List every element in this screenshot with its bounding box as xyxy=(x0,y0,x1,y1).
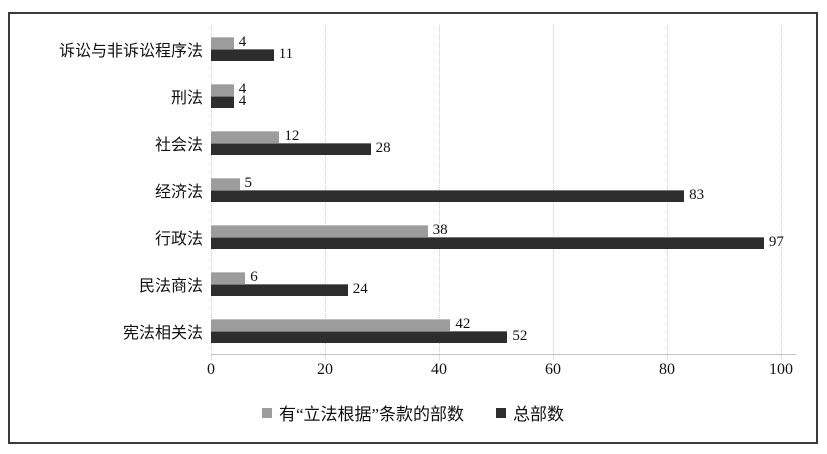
value-label: 11 xyxy=(278,46,294,62)
bar-group: 5 83 xyxy=(211,175,816,203)
bar-group: 12 28 xyxy=(211,128,816,156)
bar-line: 38 xyxy=(211,222,816,238)
bar-group: 38 97 xyxy=(211,222,816,250)
value-label: 6 xyxy=(250,269,258,285)
bar-series2 xyxy=(211,48,274,61)
legend-marker-dark-icon xyxy=(496,407,507,418)
category-label: 经济法 xyxy=(154,183,203,201)
bar-line: 5 xyxy=(211,175,816,191)
value-label: 52 xyxy=(512,328,528,344)
legend: 有“立法根据”条款的部数 总部数 xyxy=(10,400,816,425)
x-tick-label: 0 xyxy=(207,361,215,378)
value-label: 83 xyxy=(689,187,705,203)
value-label: 42 xyxy=(455,316,471,332)
bar-line: 83 xyxy=(211,187,816,203)
x-tick-label: 80 xyxy=(659,361,675,378)
category-row: 社会法 12 28 xyxy=(10,119,816,166)
bar-series1 xyxy=(211,130,280,143)
bar-group: 6 24 xyxy=(211,269,816,297)
category-label: 宪法相关法 xyxy=(122,324,203,342)
bar-line: 4 xyxy=(211,93,816,109)
category-row: 经济法 5 83 xyxy=(10,166,816,213)
category-label: 诉讼与非诉讼程序法 xyxy=(58,42,203,60)
bar-series1 xyxy=(211,36,234,49)
plot-rows: 诉讼与非诉讼程序法 4 11 刑法 4 4 社会法 12 28 经济法 5 83 行政法 38 97 民法商法… xyxy=(10,25,816,354)
chart-frame: 诉讼与非诉讼程序法 4 11 刑法 4 4 社会法 12 28 经济法 5 83 行政法 38 97 民法商法… xyxy=(8,12,818,444)
category-label: 社会法 xyxy=(154,136,203,154)
bar-series1 xyxy=(211,177,240,190)
legend-item-series1: 有“立法根据”条款的部数 xyxy=(261,400,465,425)
bar-line: 42 xyxy=(211,316,816,332)
legend-item-series2: 总部数 xyxy=(496,400,564,425)
bar-series2 xyxy=(211,95,234,108)
bar-series2 xyxy=(211,283,348,296)
category-row: 诉讼与非诉讼程序法 4 11 xyxy=(10,25,816,72)
value-label: 38 xyxy=(432,222,448,238)
category-row: 刑法 4 4 xyxy=(10,72,816,119)
bar-series1 xyxy=(211,318,451,331)
category-row: 宪法相关法 42 52 xyxy=(10,307,816,354)
x-tick-label: 40 xyxy=(431,361,447,378)
x-axis-tick-labels: 0 20 40 60 80 100 xyxy=(207,360,811,380)
bar-series2 xyxy=(211,189,685,202)
bar-line: 4 xyxy=(211,81,816,97)
bar-line: 28 xyxy=(211,140,816,156)
value-label: 28 xyxy=(375,140,391,156)
bar-series2 xyxy=(211,236,764,249)
value-label: 5 xyxy=(244,175,253,191)
bar-line: 12 xyxy=(211,128,816,144)
bar-series1 xyxy=(211,224,428,237)
category-row: 行政法 38 97 xyxy=(10,213,816,260)
value-label: 4 xyxy=(238,93,247,109)
x-tick-label: 60 xyxy=(545,361,561,378)
bar-group: 42 52 xyxy=(211,316,816,344)
value-label: 97 xyxy=(768,234,784,250)
bar-series2 xyxy=(211,330,508,343)
bar-line: 4 xyxy=(211,34,816,50)
bar-line: 24 xyxy=(211,281,816,297)
bar-series1 xyxy=(211,83,234,96)
category-label: 行政法 xyxy=(154,230,203,248)
gridline xyxy=(781,25,782,360)
x-axis-line xyxy=(211,354,796,355)
legend-marker-gray-icon xyxy=(261,407,272,418)
bar-line: 52 xyxy=(211,328,816,344)
bar-line: 97 xyxy=(211,234,816,250)
bar-series2 xyxy=(211,142,371,155)
value-label: 4 xyxy=(238,34,247,50)
x-tick-label: 20 xyxy=(317,361,333,378)
category-label: 刑法 xyxy=(170,89,203,107)
bar-series1 xyxy=(211,271,246,284)
bar-line: 6 xyxy=(211,269,816,285)
legend-label-series2: 总部数 xyxy=(513,405,565,424)
value-label: 24 xyxy=(352,281,368,297)
category-row: 民法商法 6 24 xyxy=(10,260,816,307)
value-label: 12 xyxy=(284,128,300,144)
category-label: 民法商法 xyxy=(138,277,203,295)
bar-group: 4 11 xyxy=(211,34,816,62)
bar-line: 11 xyxy=(211,46,816,62)
x-tick-label: 100 xyxy=(769,361,793,378)
legend-label-series1: 有“立法根据”条款的部数 xyxy=(278,405,465,424)
value-label: 4 xyxy=(238,81,247,97)
